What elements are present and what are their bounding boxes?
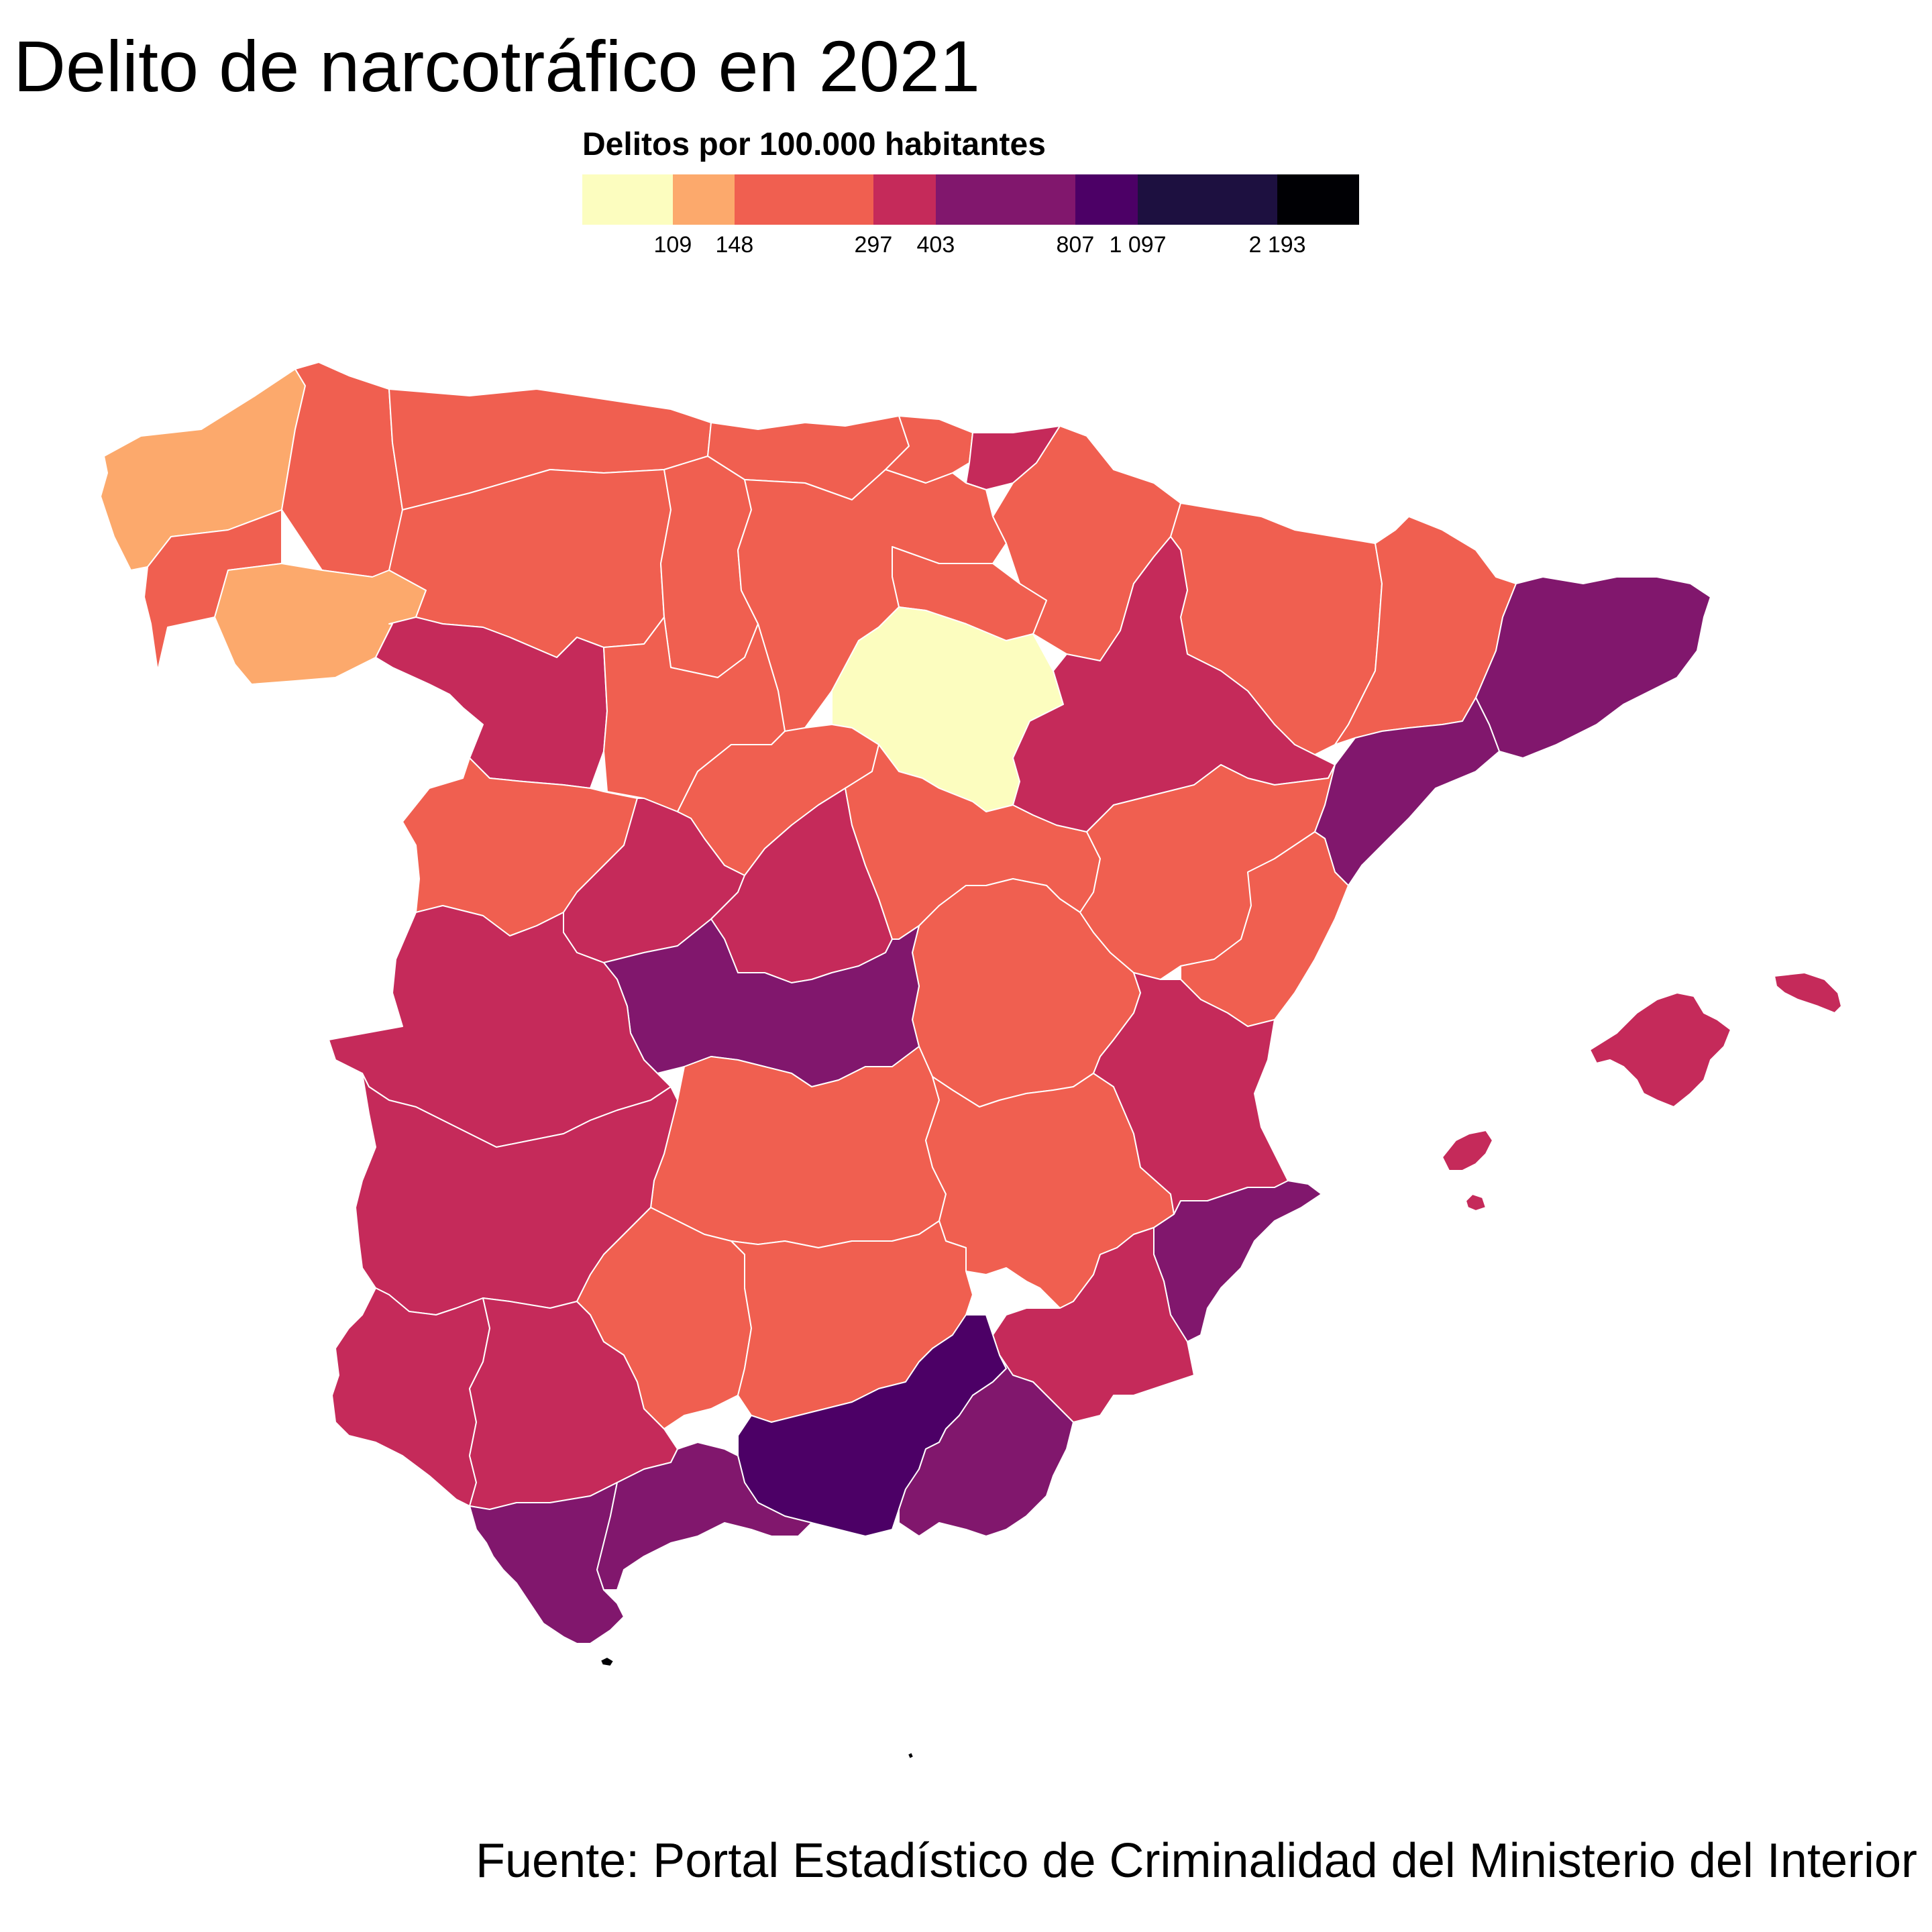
region-ceuta[interactable] [600,1656,614,1667]
legend-swatch [735,174,873,225]
legend-swatch [1075,174,1138,225]
region-menorca[interactable] [1774,972,1842,1014]
region-barcelona-girona[interactable] [1475,576,1711,759]
legend-color-bar [582,174,1359,225]
legend-tick-label: 807 [1056,232,1095,258]
region-alicante[interactable] [1153,1180,1322,1342]
region-zamora[interactable] [375,616,608,789]
region-toledo[interactable] [603,918,920,1087]
legend-title: Delitos por 100.000 habitantes [582,127,1046,162]
legend-tick-label: 148 [715,232,754,258]
legend-tick-label: 1 097 [1109,232,1167,258]
region-melilla[interactable] [907,1752,914,1760]
region-formentera[interactable] [1465,1193,1487,1212]
legend-tick-label: 297 [854,232,893,258]
legend-swatch [582,174,673,225]
legend-swatch [873,174,936,225]
legend-tick-labels: 109 148 297 403 807 1 097 2 193 [582,232,1359,266]
legend-tick-label: 2 193 [1248,232,1306,258]
region-cadiz[interactable] [469,1482,625,1644]
legend-swatch [936,174,1075,225]
region-almeria[interactable] [898,1354,1074,1537]
map-title: Delito de narcotráfico en 2021 [13,25,980,107]
legend-swatch [673,174,735,225]
region-huelva[interactable] [331,1287,490,1507]
source-caption: Fuente: Portal Estadístico de Criminalid… [476,1834,1917,1888]
legend-tick-label: 403 [916,232,955,258]
region-malaga[interactable] [596,1442,812,1591]
region-ibiza[interactable] [1442,1130,1493,1171]
legend-tick-label: 109 [653,232,692,258]
legend-swatch [1277,174,1359,225]
region-mallorca[interactable] [1589,992,1731,1108]
legend-swatch [1138,174,1277,225]
